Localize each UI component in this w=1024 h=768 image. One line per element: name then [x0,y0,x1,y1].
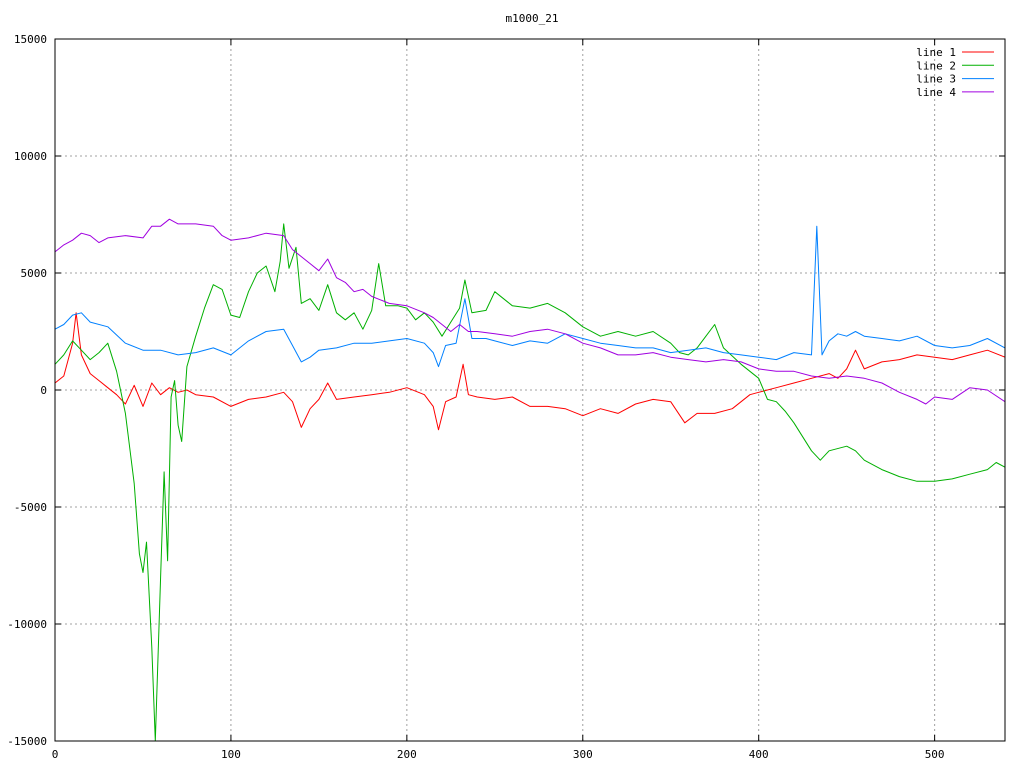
series-line-3 [55,225,1005,368]
plot-series [55,218,1005,741]
x-tick-label: 500 [925,748,945,761]
y-tick-label: -5000 [14,501,47,514]
y-tick-label: 10000 [14,150,47,163]
y-tick-label: 5000 [21,267,48,280]
legend-label-1: line 1 [916,46,956,59]
x-tick-label: 400 [749,748,769,761]
y-tick-label: -15000 [7,735,47,748]
x-tick-label: 300 [573,748,593,761]
legend-label-2: line 2 [916,59,956,72]
series-line-4 [55,218,1005,405]
y-tick-label: 15000 [14,33,47,46]
series-line-2 [55,223,1005,741]
grid [55,39,1005,741]
y-tick-label: 0 [40,384,47,397]
chart-title: m1000_21 [506,12,559,25]
y-tick-label: -10000 [7,618,47,631]
x-tick-label: 0 [52,748,59,761]
x-tick-label: 100 [221,748,241,761]
legend-label-3: line 3 [916,73,956,86]
axis-ticks: -15000 -10000 -5000 0 5000 10000 15000 0 100 200 3… [7,33,1005,761]
x-tick-label: 200 [397,748,417,761]
legend-label-4: line 4 [916,86,956,99]
series-line-1 [55,312,1005,431]
